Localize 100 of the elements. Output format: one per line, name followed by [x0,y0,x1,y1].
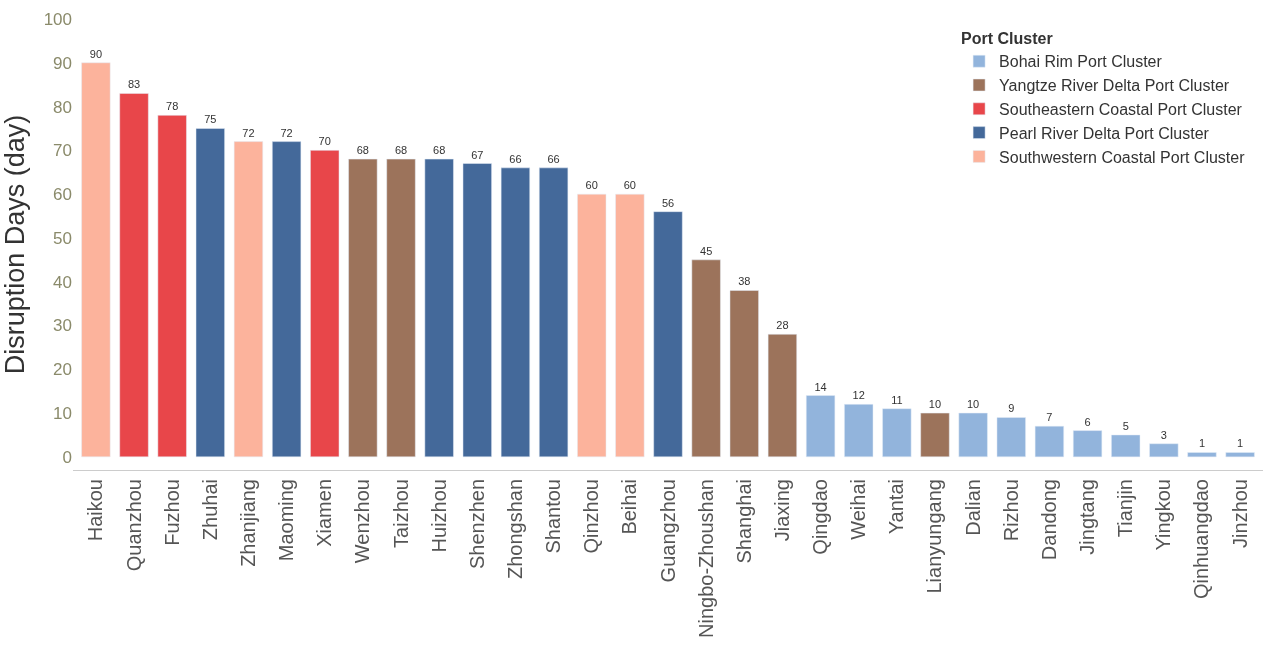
y-tick-label: 70 [53,141,72,161]
bar [157,115,187,458]
y-tick-label: 60 [53,185,72,205]
data-label: 68 [433,144,446,157]
data-label: 11 [891,393,903,406]
data-label: 5 [1122,419,1129,432]
legend-title: Port Cluster [961,30,1053,48]
y-tick-label: 80 [53,97,72,117]
data-label: 90 [89,47,103,60]
bar [539,167,569,458]
bar [1187,452,1217,458]
data-label: 66 [509,152,522,165]
data-label: 7 [1046,411,1053,424]
x-tick-label: Beihai [618,479,641,535]
x-tick-label: Haikou [84,479,107,542]
x-tick-label: Qinhuangdao [1190,479,1213,600]
x-tick-label: Ningbo-Zhoushan [694,479,717,638]
x-tick-label: Dalian [961,479,984,536]
bar [272,141,302,458]
data-label: 14 [814,380,827,393]
legend-label: Southwestern Coastal Port Cluster [999,148,1246,166]
x-tick-label: Yantai [885,479,908,535]
x-tick-label: Zhuhai [198,479,221,541]
bar [500,167,530,458]
data-label: 72 [280,126,293,139]
x-tick-label: Shenzhen [465,479,488,570]
bar [1034,425,1064,458]
data-label: 45 [700,244,713,257]
bar [958,412,988,458]
x-tick-label: Huizhou [427,479,450,553]
data-label: 6 [1084,415,1091,428]
data-label: 28 [776,319,789,332]
x-tick-label: Taizhou [389,479,412,548]
x-tick-label: Jingtang [1076,479,1099,555]
y-axis-title: Disruption Days (day) [0,114,30,375]
data-label: 78 [166,100,179,113]
x-tick-label: Jiaxing [770,479,793,542]
data-label: 3 [1160,428,1167,441]
legend-label: Yangtze River Delta Port Cluster [999,77,1230,95]
bar [691,259,721,458]
data-label: 1 [1198,437,1206,450]
data-label: 75 [204,113,217,126]
bar [386,158,416,458]
x-tick-label: Quanzhou [122,479,145,572]
bar [844,404,874,458]
bar [729,290,759,458]
data-label: 1 [1237,437,1244,450]
bar [767,334,797,458]
bar [996,417,1026,458]
data-label: 68 [394,144,408,157]
bar [424,158,454,458]
data-label: 10 [967,398,980,411]
bar [233,141,263,458]
bar [1073,430,1103,458]
data-label: 72 [242,126,255,139]
bar [1111,434,1141,458]
bar [653,211,683,458]
x-tick-label: Lianyungang [923,479,946,594]
y-tick-label: 40 [53,272,72,292]
bar [920,412,950,458]
bar [119,93,149,458]
x-tick-label: Qinzhou [580,479,603,554]
legend-label: Southeastern Coastal Port Cluster [999,101,1243,119]
data-label: 83 [127,78,141,91]
bar [1225,452,1255,458]
data-label: 67 [471,148,484,161]
y-tick-label: 30 [53,316,72,336]
bar [615,193,645,458]
bar [577,193,607,458]
x-tick-label: Zhongshan [503,479,526,580]
bar [81,62,111,458]
x-tick-label: Guangzhou [656,479,679,583]
x-tick-label: Dandong [1037,479,1060,561]
y-tick-label: 0 [62,447,72,467]
x-tick-label: Wenzhou [351,479,374,564]
x-tick-label: Zhanjiang [236,479,259,567]
data-label: 66 [547,152,560,165]
bar [806,395,836,458]
x-tick-label: Rizhou [999,479,1022,542]
legend-label: Pearl River Delta Port Cluster [999,124,1210,142]
data-label: 70 [318,135,331,148]
bar [195,128,225,458]
bar [348,158,378,458]
bar [882,408,912,458]
x-tick-label: Qingdao [809,479,832,555]
x-tick-label: Shantou [542,479,565,554]
x-tick-label: Jinzhou [1228,479,1251,548]
x-tick-label: Shanghai [732,479,755,564]
legend-label: Bohai Rim Port Cluster [999,53,1163,71]
x-tick-label: Xiamen [313,479,336,547]
data-label: 60 [623,179,636,192]
y-tick-label: 10 [53,404,72,424]
data-label: 10 [928,398,942,411]
data-label: 12 [852,389,865,402]
data-label: 68 [356,144,369,157]
data-label: 60 [585,179,598,192]
x-tick-label: Tianjin [1114,479,1137,538]
x-tick-label: Yingkou [1152,479,1175,551]
y-tick-label: 90 [53,53,72,73]
bar [310,150,340,458]
